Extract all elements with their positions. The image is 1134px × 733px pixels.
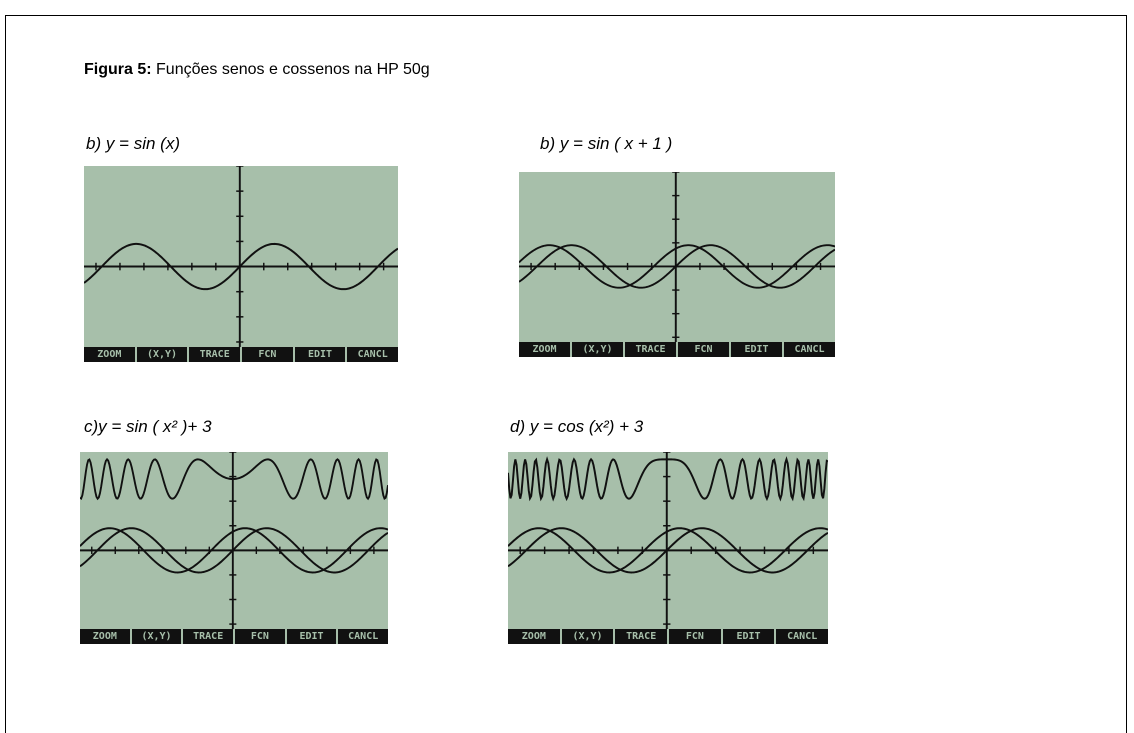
menu-key: ZOOM bbox=[84, 347, 135, 362]
menu-key: EDIT bbox=[295, 347, 346, 362]
menu-key: FCN bbox=[242, 347, 293, 362]
plot bbox=[508, 452, 828, 629]
menu-key: (X,Y) bbox=[562, 629, 614, 644]
menu-key: EDIT bbox=[731, 342, 782, 357]
menu-key: FCN bbox=[235, 629, 285, 644]
panel-label: b) y = sin ( x + 1 ) bbox=[540, 134, 672, 154]
menu-key: CANCL bbox=[338, 629, 388, 644]
panel-label: c)y = sin ( x² )+ 3 bbox=[84, 417, 212, 437]
curve bbox=[80, 459, 388, 498]
plot bbox=[80, 452, 388, 629]
menu-key: ZOOM bbox=[80, 629, 130, 644]
menu-key: TRACE bbox=[615, 629, 667, 644]
menu-key: CANCL bbox=[784, 342, 835, 357]
menu-key: TRACE bbox=[183, 629, 233, 644]
menu-key: (X,Y) bbox=[137, 347, 188, 362]
panel-label: b) y = sin (x) bbox=[86, 134, 180, 154]
figure-text: Funções senos e cossenos na HP 50g bbox=[156, 61, 430, 78]
figure-label: Figura 5: bbox=[84, 61, 152, 78]
curve bbox=[508, 459, 828, 498]
menu-key: TRACE bbox=[189, 347, 240, 362]
menu-key: FCN bbox=[669, 629, 721, 644]
page: Figura 5: Funções senos e cossenos na HP… bbox=[0, 0, 1134, 733]
plot bbox=[519, 172, 835, 342]
menu-key: ZOOM bbox=[519, 342, 570, 357]
menu-key: FCN bbox=[678, 342, 729, 357]
menu-key: TRACE bbox=[625, 342, 676, 357]
menu-key: (X,Y) bbox=[132, 629, 182, 644]
figure-caption: Figura 5: Funções senos e cossenos na HP… bbox=[84, 61, 430, 79]
menu-key: EDIT bbox=[287, 629, 337, 644]
menu-key: (X,Y) bbox=[572, 342, 623, 357]
menu-key: CANCL bbox=[776, 629, 828, 644]
menu-key: CANCL bbox=[347, 347, 398, 362]
menu-key: EDIT bbox=[723, 629, 775, 644]
panel-label: d) y = cos (x²) + 3 bbox=[510, 417, 643, 437]
plot bbox=[84, 166, 398, 347]
menu-key: ZOOM bbox=[508, 629, 560, 644]
